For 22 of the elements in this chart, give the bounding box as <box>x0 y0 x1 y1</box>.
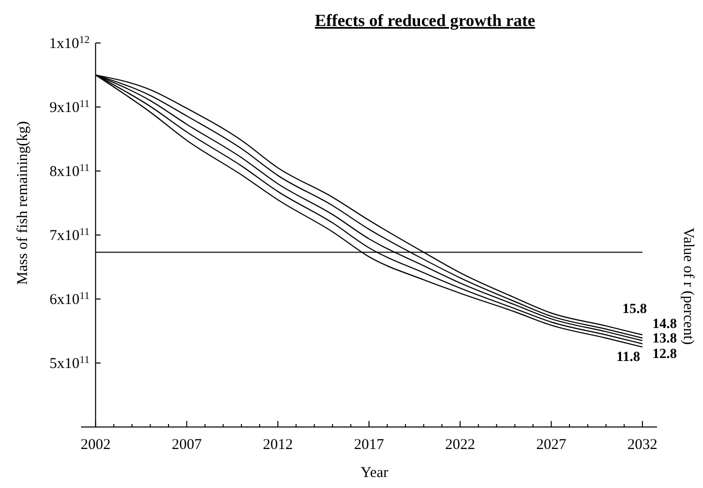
x-tick-label: 2032 <box>627 437 658 453</box>
y-tick-label: 6x10$^{11}$ <box>49 290 90 308</box>
y-tick-label: 8x10$^{11}$ <box>49 162 90 180</box>
x-tick-label: 2007 <box>172 437 202 453</box>
chart-title: Effects of reduced growth rate <box>314 11 536 30</box>
series-label: 13.8 <box>652 332 677 347</box>
y2-axis-title: Value of r (percent) <box>680 228 696 345</box>
y-axis-title: Mass of fish remaining(kg) <box>15 121 31 285</box>
series-label: 12.8 <box>652 346 677 362</box>
x-tick-label: 2022 <box>445 437 476 453</box>
y-tick-label: 7x10$^{11}$ <box>49 226 90 244</box>
y-tick-label: 9x10$^{11}$ <box>49 98 90 116</box>
x-axis-title: Year <box>360 465 388 481</box>
y-tick-label: 5x10$^{11}$ <box>49 354 90 372</box>
x-tick-label: 2017 <box>354 437 384 453</box>
series-label: 14.8 <box>652 317 677 332</box>
series-label: 15.8 <box>622 302 647 317</box>
x-tick-label: 2027 <box>536 437 567 453</box>
x-tick-label: 2012 <box>262 437 293 453</box>
y-tick-label: 1x10$^{12}$ <box>49 34 90 52</box>
series-label: 11.8 <box>616 350 640 365</box>
x-tick-label: 2002 <box>80 437 111 453</box>
